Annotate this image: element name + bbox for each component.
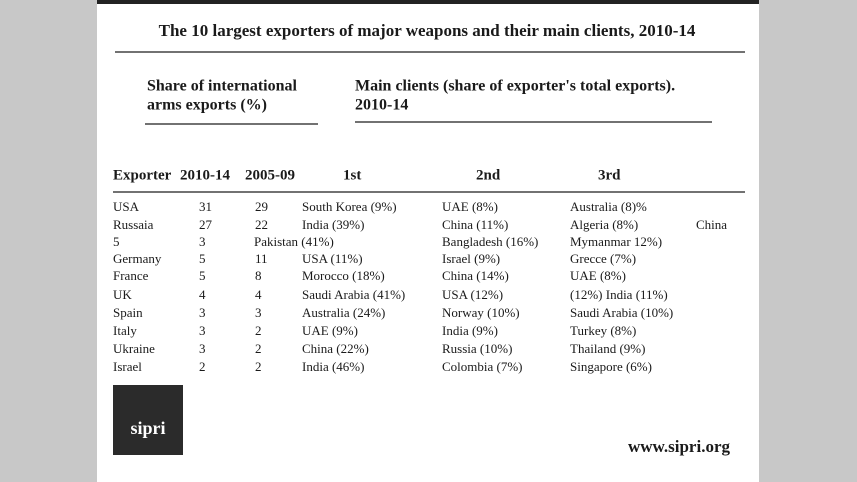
cell: Australia (24%) <box>302 305 385 320</box>
cell: Australia (8)% <box>570 199 647 214</box>
cell: 3 <box>199 341 206 356</box>
cell: UAE (8%) <box>442 199 498 214</box>
logo <box>113 385 183 455</box>
cell: 4 <box>255 287 262 302</box>
cell: 3 <box>255 305 262 320</box>
column-header: 2010-14 <box>180 167 230 183</box>
cell: USA (11%) <box>302 251 363 266</box>
cell: South Korea (9%) <box>302 199 397 214</box>
cell: 22 <box>255 217 268 232</box>
cell: 5 <box>199 268 206 283</box>
cell: Colombia (7%) <box>442 359 523 374</box>
cell: UAE (8%) <box>570 268 626 283</box>
group-header: 2010-14 <box>355 97 408 114</box>
logo-text: sipri <box>130 418 165 438</box>
side-panel <box>759 0 857 482</box>
cell: India (9%) <box>442 323 498 338</box>
cell: UAE (9%) <box>302 323 358 338</box>
cell: China (11%) <box>442 217 508 232</box>
group-header: arms exports (%) <box>147 97 267 114</box>
cell: 3 <box>199 305 206 320</box>
cell: 27 <box>199 217 213 232</box>
cell: Algeria (8%) <box>570 217 638 232</box>
cell: Russia (10%) <box>442 341 512 356</box>
cell: (12%) India (11%) <box>570 287 668 302</box>
column-header: 2nd <box>476 167 501 183</box>
group-header: Share of international <box>147 78 297 95</box>
cell: UK <box>113 287 132 302</box>
cell: India (46%) <box>302 359 364 374</box>
cell: 2 <box>255 359 262 374</box>
cell: Singapore (6%) <box>570 359 652 374</box>
cell: 8 <box>255 268 262 283</box>
cell: 31 <box>199 199 212 214</box>
cell: China (14%) <box>442 268 509 283</box>
cell: 5 <box>113 234 120 249</box>
cell: Pakistan (41%) <box>254 234 334 249</box>
cell: 3 <box>199 234 206 249</box>
cell: Ukraine <box>113 341 155 356</box>
cell: 2 <box>255 323 262 338</box>
cell: 2 <box>255 341 262 356</box>
cell: Israel <box>113 359 142 374</box>
cell: China <box>696 217 727 232</box>
cell: Norway (10%) <box>442 305 520 320</box>
cell: 11 <box>255 251 268 266</box>
cell: 5 <box>199 251 206 266</box>
cell: Turkey (8%) <box>570 323 636 338</box>
column-header: Exporter <box>113 167 172 183</box>
title: The 10 largest exporters of major weapon… <box>159 21 696 40</box>
cell: Mymanmar 12%) <box>570 234 662 249</box>
card <box>97 4 759 482</box>
cell: 3 <box>199 323 206 338</box>
cell: Italy <box>113 323 137 338</box>
cell: Bangladesh (16%) <box>442 234 538 249</box>
cell: 2 <box>199 359 206 374</box>
cell: USA <box>113 199 140 214</box>
column-header: 2005-09 <box>245 167 295 183</box>
cell: China (22%) <box>302 341 369 356</box>
cell: 29 <box>255 199 268 214</box>
column-header: 3rd <box>598 167 621 183</box>
cell: Morocco (18%) <box>302 268 385 283</box>
cell: Thailand (9%) <box>570 341 645 356</box>
cell: Russaia <box>113 217 154 232</box>
cell: India (39%) <box>302 217 364 232</box>
cell: Israel (9%) <box>442 251 500 266</box>
top-border <box>97 0 759 4</box>
side-panel <box>0 0 97 482</box>
cell: USA (12%) <box>442 287 503 302</box>
url: www.sipri.org <box>628 437 731 456</box>
cell: France <box>113 268 149 283</box>
cell: 4 <box>199 287 206 302</box>
cell: Spain <box>113 305 143 320</box>
cell: Grecce (7%) <box>570 251 636 266</box>
column-header: 1st <box>343 167 361 183</box>
cell: Germany <box>113 251 162 266</box>
cell: Saudi Arabia (41%) <box>302 287 405 302</box>
cell: Saudi Arabia (10%) <box>570 305 673 320</box>
group-header: Main clients (share of exporter's total … <box>355 78 675 95</box>
